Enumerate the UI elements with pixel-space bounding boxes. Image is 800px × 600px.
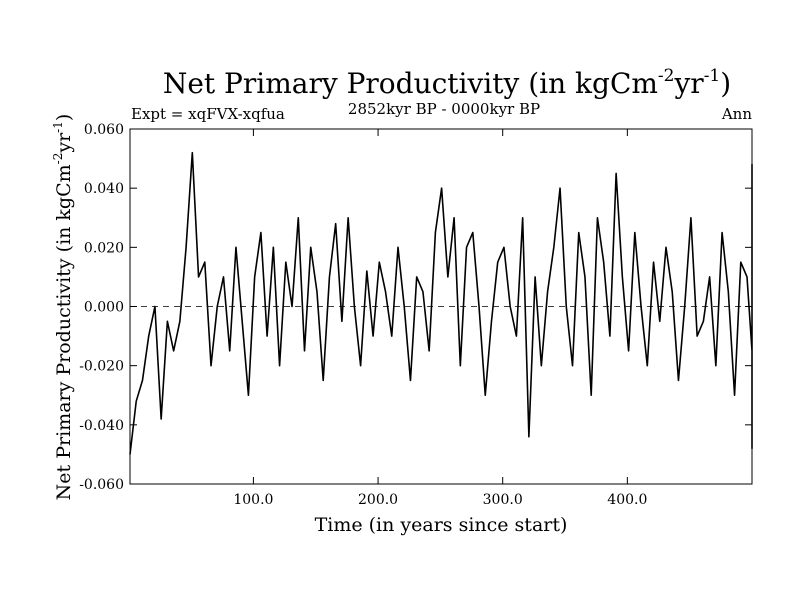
y-tick-label: -0.060	[79, 477, 124, 493]
x-tick-label: 400.0	[607, 492, 647, 508]
x-axis-label: Time (in years since start)	[315, 514, 568, 536]
y-tick-label: 0.040	[84, 181, 124, 197]
y-tick-label: -0.020	[79, 359, 124, 375]
y-tick-label: -0.040	[79, 418, 124, 434]
x-axis-ticks: 100.0 200.0 300.0 400.0	[233, 129, 647, 508]
y-axis-label: Net Primary Productivity (in kgCm-2yr-1)	[51, 114, 75, 501]
series-group	[129, 151, 753, 455]
experiment-label: Expt = xqFVX-xqfua	[131, 105, 285, 123]
y-tick-label: 0.000	[84, 300, 124, 316]
y-tick-label: 0.060	[84, 122, 124, 138]
y-tick-label: 0.020	[84, 240, 124, 256]
season-label: Ann	[721, 105, 752, 123]
x-tick-label: 200.0	[358, 492, 398, 508]
chart-title: Net Primary Productivity (in kgCm-2yr-1)	[163, 66, 731, 100]
series-line	[129, 151, 753, 455]
x-tick-label: 300.0	[483, 492, 523, 508]
period-label: 2852kyr BP - 0000kyr BP	[348, 100, 540, 118]
x-tick-label: 100.0	[233, 492, 273, 508]
